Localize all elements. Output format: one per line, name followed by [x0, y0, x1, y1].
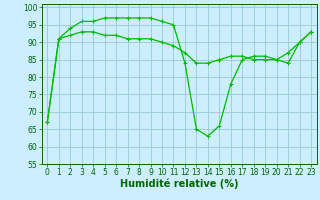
X-axis label: Humidité relative (%): Humidité relative (%) [120, 179, 238, 189]
